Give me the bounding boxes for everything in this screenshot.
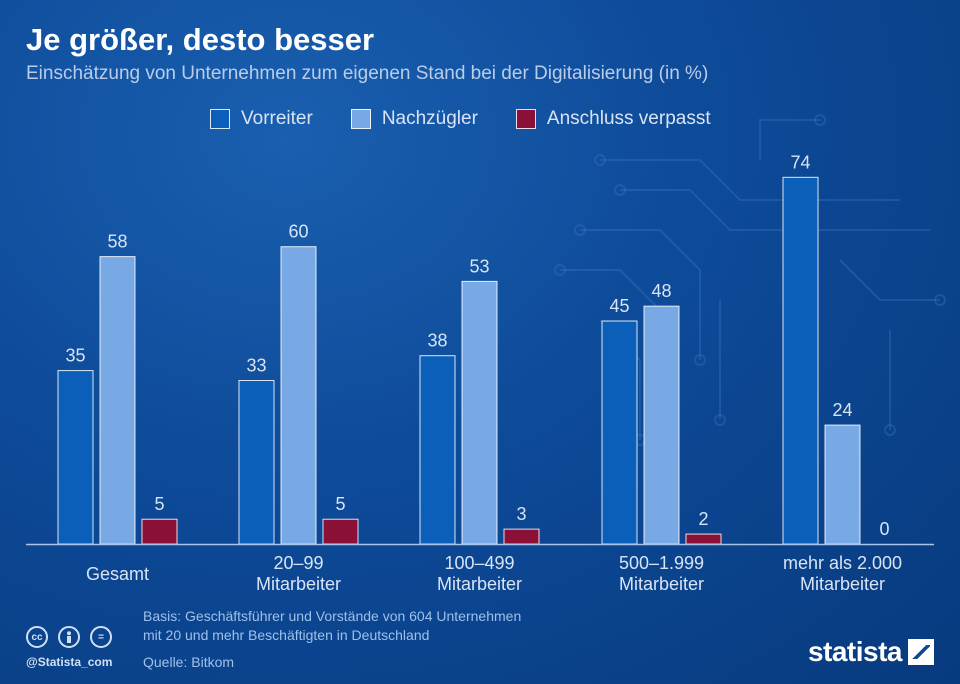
chart-title: Je größer, desto besser [26,22,375,57]
bar-anschluss-verpasst-2 [503,528,540,545]
data-label-vorreiter-1: 33 [246,355,266,375]
data-label-anschluss-verpasst-1: 5 [335,494,345,514]
data-label-vorreiter-4: 74 [790,152,810,172]
bar-nachzuegler-4 [824,424,861,545]
x-tick-label-2: 100–499 Mitarbeiter [437,553,522,594]
bar-vorreiter-1 [238,379,275,545]
bar-vorreiter-4 [782,176,819,545]
data-label-nachzuegler-3: 48 [651,281,671,301]
legend-swatch-anschluss-verpasst [515,109,536,129]
legend-item-nachzuegler: Nachzügler [350,108,478,130]
bar-vorreiter-3 [601,320,638,545]
legend-swatch-nachzuegler [350,109,371,129]
statista-handle[interactable]: @Statista_com [26,655,113,669]
legend-label-nachzuegler: Nachzügler [381,108,478,129]
data-label-vorreiter-2: 38 [427,331,447,351]
data-label-nachzuegler-1: 60 [288,222,308,242]
legend-label-vorreiter: Vorreiter [241,108,313,129]
x-tick-label-3: 500–1.999 Mitarbeiter [619,553,704,594]
x-tick-label-4: mehr als 2.000 Mitarbeiter [783,553,902,594]
bar-vorreiter-0 [57,370,94,545]
legend: Vorreiter Nachzügler Anschluss verpasst [210,108,749,130]
person-icon[interactable] [58,626,80,648]
data-label-vorreiter-3: 45 [609,296,629,316]
chart-subtitle: Einschätzung von Unternehmen zum eigenen… [26,63,709,84]
data-label-anschluss-verpasst-2: 3 [516,504,526,524]
data-label-nachzuegler-2: 53 [469,256,489,276]
statista-logo[interactable]: statista [808,636,934,668]
bar-anschluss-verpasst-1 [322,518,359,545]
statista-logo-icon [908,639,934,665]
data-label-anschluss-verpasst-3: 2 [698,509,708,529]
brand-name: statista [807,636,903,667]
footnote-source: Quelle: Bitkom [143,654,235,670]
x-tick-label-0: Gesamt [86,564,149,584]
data-label-nachzuegler-4: 24 [832,400,852,420]
legend-item-anschluss-verpasst: Anschluss verpasst [515,108,711,130]
legend-label-anschluss-verpasst: Anschluss verpasst [546,108,711,129]
equals-icon[interactable]: = [90,626,112,648]
bar-nachzuegler-1 [280,246,317,545]
bar-vorreiter-2 [419,355,456,545]
data-label-anschluss-verpasst-4: 0 [879,519,889,539]
footnote-basis-line-1: Basis: Geschäftsführer und Vorstände von… [143,608,522,624]
cc-icon[interactable]: cc [26,626,48,648]
data-label-vorreiter-0: 35 [65,346,85,366]
bar-nachzuegler-2 [461,280,498,545]
legend-swatch-vorreiter [210,109,230,129]
bar-anschluss-verpasst-0 [141,518,178,545]
license-icons: cc = [26,626,122,648]
x-tick-label-1: 20–99 Mitarbeiter [256,553,341,594]
data-label-nachzuegler-0: 58 [107,232,127,252]
footnote-basis-line-2: mit 20 und mehr Beschäftigten in Deutsch… [143,627,430,643]
bar-nachzuegler-3 [643,305,680,545]
legend-item-vorreiter: Vorreiter [210,108,313,130]
bar-anschluss-verpasst-3 [685,533,722,545]
data-label-anschluss-verpasst-0: 5 [154,494,164,514]
bar-nachzuegler-0 [99,256,136,545]
